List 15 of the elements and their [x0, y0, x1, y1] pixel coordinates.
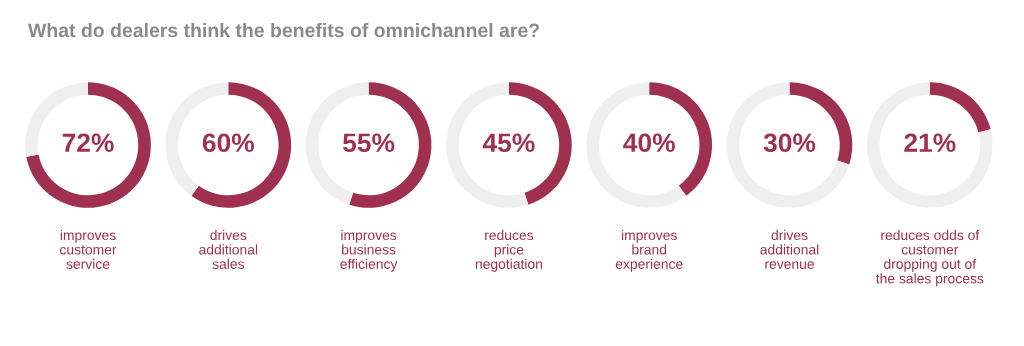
data-label: 60% [202, 133, 255, 153]
text: drives additional revenue [760, 229, 819, 269]
text: improves business efficiency [340, 229, 398, 272]
text: improves brand experience [615, 229, 683, 272]
text: improves customer service [60, 229, 117, 269]
data-label: 30% [763, 133, 816, 153]
text: What do dealers think the benefits of omnichannel are? [28, 22, 539, 38]
data-label: 72% [62, 133, 114, 153]
data-label: 45% [482, 133, 535, 153]
data-label: 55% [343, 133, 395, 153]
text: drives additional sales [199, 229, 258, 269]
data-label: 21% [904, 133, 956, 153]
text: reduces odds of customer dropping out of the sales process [875, 229, 984, 287]
text: reduces price negotiation [475, 229, 542, 272]
data-label: 40% [623, 133, 675, 153]
